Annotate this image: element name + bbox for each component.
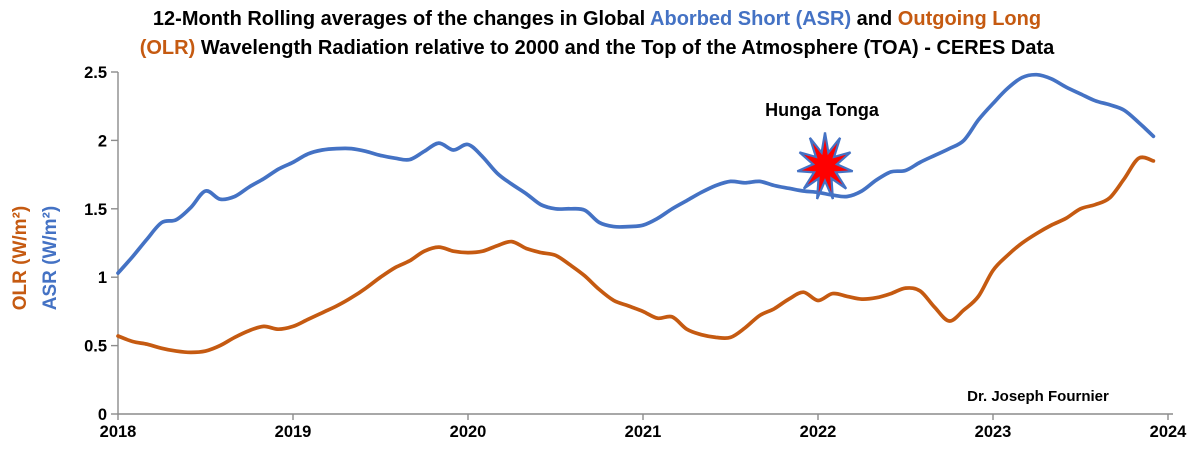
author-credit: Dr. Joseph Fournier — [967, 388, 1109, 405]
y-tick-label: 0.5 — [84, 338, 107, 356]
x-tick-label: 2023 — [975, 423, 1012, 441]
y-tick-label: 1.5 — [84, 201, 107, 219]
chart-title-line-1: 12-Month Rolling averages of the changes… — [0, 5, 1194, 34]
x-tick-label: 2019 — [275, 423, 312, 441]
title-text-3: Wavelength Radiation relative to 2000 an… — [195, 37, 1055, 59]
y-tick-label: 0 — [98, 406, 107, 424]
title-text-2: and — [851, 8, 898, 30]
x-tick-label: 2018 — [100, 423, 137, 441]
hunga-tonga-starburst-icon — [796, 132, 854, 200]
x-tick-label: 2022 — [800, 423, 837, 441]
y-tick-label: 2.5 — [84, 64, 107, 82]
chart-title: 12-Month Rolling averages of the changes… — [0, 5, 1194, 63]
chart-title-line-2: (OLR) Wavelength Radiation relative to 2… — [0, 34, 1194, 63]
x-tick-label: 2020 — [450, 423, 487, 441]
x-tick-label: 2024 — [1150, 423, 1188, 441]
title-text-1: 12-Month Rolling averages of the changes… — [152, 8, 651, 30]
x-tick-label: 2021 — [625, 423, 662, 441]
title-asr-highlight: Aborbed Short (ASR) — [650, 8, 852, 30]
asr-line — [116, 72, 1156, 275]
y-tick-label: 1 — [98, 269, 107, 287]
hunga-tonga-annotation: Hunga Tonga — [765, 100, 879, 120]
title-olr-highlight-1: Outgoing Long — [897, 8, 1042, 30]
y-tick-label: 2 — [98, 132, 107, 150]
title-olr-highlight-2: (OLR) — [139, 37, 196, 59]
olr-line — [116, 155, 1156, 355]
